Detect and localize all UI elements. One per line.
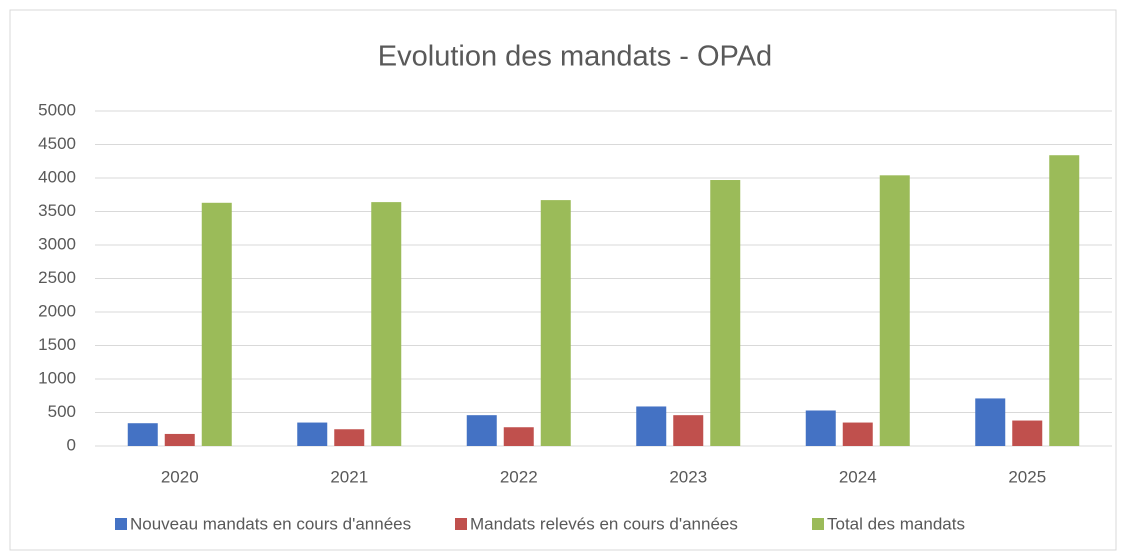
chart-title: Evolution des mandats - OPAd [378, 41, 772, 73]
bar [297, 422, 328, 446]
legend-swatch [812, 518, 824, 530]
bar [710, 180, 741, 446]
x-tick-label: 2025 [1008, 467, 1046, 486]
bar [673, 415, 704, 446]
legend-swatch [115, 518, 127, 530]
y-tick-label: 3500 [38, 201, 76, 220]
bar [1012, 420, 1043, 446]
bar [636, 406, 667, 446]
bar [334, 429, 365, 446]
bar [540, 200, 571, 446]
bar [842, 422, 873, 446]
y-tick-label: 1500 [38, 335, 76, 354]
bar [805, 410, 836, 446]
x-tick-label: 2021 [330, 467, 368, 486]
y-tick-label: 4000 [38, 167, 76, 186]
bar [466, 415, 497, 446]
y-tick-label: 0 [67, 435, 76, 454]
bar [879, 175, 910, 446]
y-tick-label: 500 [48, 402, 76, 421]
legend-swatch [455, 518, 467, 530]
bar [371, 202, 402, 446]
bar [127, 423, 158, 446]
x-tick-label: 2020 [161, 467, 199, 486]
y-tick-label: 2000 [38, 301, 76, 320]
bar [975, 398, 1006, 446]
x-tick-label: 2024 [839, 467, 877, 486]
x-tick-label: 2022 [500, 467, 538, 486]
y-tick-label: 3000 [38, 234, 76, 253]
bar [1049, 155, 1080, 446]
legend-label: Total des mandats [827, 514, 965, 533]
legend-label: Nouveau mandats en cours d'années [130, 514, 411, 533]
x-tick-label: 2023 [669, 467, 707, 486]
y-tick-label: 5000 [38, 100, 76, 119]
bar [201, 202, 232, 446]
bar [503, 427, 534, 446]
bar [164, 433, 195, 446]
y-tick-label: 2500 [38, 268, 76, 287]
legend-label: Mandats relevés en cours d'années [470, 514, 738, 533]
y-tick-label: 1000 [38, 368, 76, 387]
y-tick-label: 4500 [38, 134, 76, 153]
